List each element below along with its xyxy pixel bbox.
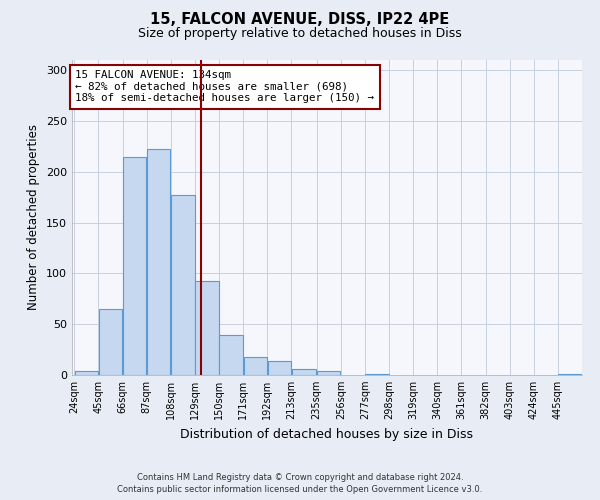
X-axis label: Distribution of detached houses by size in Diss: Distribution of detached houses by size …	[181, 428, 473, 440]
Bar	[292, 369, 316, 375]
Text: 15 FALCON AVENUE: 134sqm
← 82% of detached houses are smaller (698)
18% of semi-: 15 FALCON AVENUE: 134sqm ← 82% of detach…	[76, 70, 374, 103]
Bar	[123, 156, 146, 375]
Bar	[171, 195, 194, 375]
Bar	[220, 336, 243, 375]
Bar	[317, 371, 340, 375]
Bar	[99, 309, 122, 375]
Bar	[558, 374, 581, 375]
Text: 15, FALCON AVENUE, DISS, IP22 4PE: 15, FALCON AVENUE, DISS, IP22 4PE	[151, 12, 449, 28]
Bar	[147, 150, 170, 375]
Text: Contains HM Land Registry data © Crown copyright and database right 2024.
Contai: Contains HM Land Registry data © Crown c…	[118, 472, 482, 494]
Bar	[74, 371, 98, 375]
Bar	[195, 280, 218, 375]
Bar	[365, 374, 389, 375]
Bar	[244, 356, 267, 375]
Y-axis label: Number of detached properties: Number of detached properties	[28, 124, 40, 310]
Text: Size of property relative to detached houses in Diss: Size of property relative to detached ho…	[138, 28, 462, 40]
Bar	[268, 361, 291, 375]
